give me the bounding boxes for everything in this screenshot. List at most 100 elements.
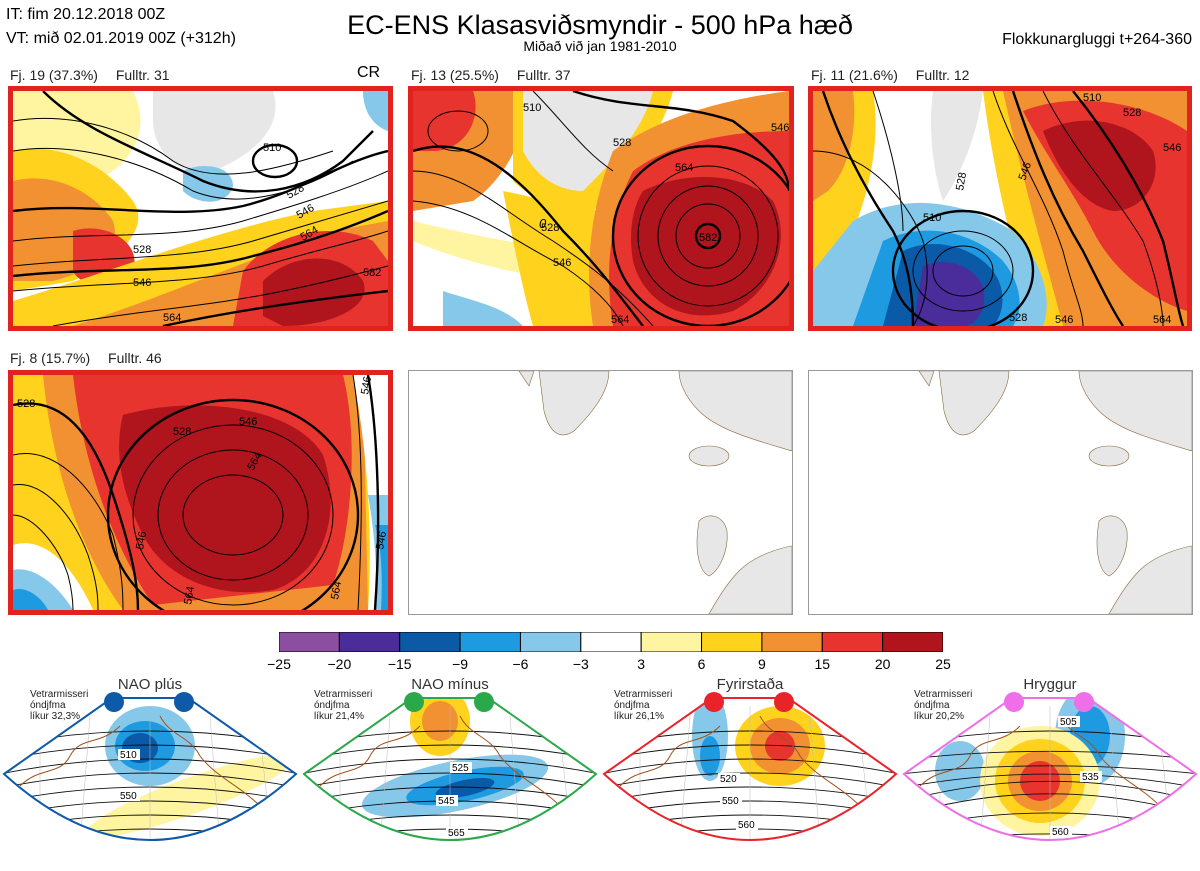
colorbar-tick-label: −20 (327, 656, 352, 672)
cluster-4-repr: Fulltr. 46 (108, 350, 162, 366)
colorbar-tick-label: 9 (758, 656, 766, 672)
svg-text:546: 546 (1017, 161, 1035, 182)
regime-stats: Vetrarmisseri óndjfma líkur 21,4% (314, 689, 372, 722)
regime-prob: líkur 21,4% (314, 711, 365, 722)
cluster-1-label: Fj. 19 (37.3%) Fulltr. 31 (10, 67, 170, 83)
cluster-2-repr: Fulltr. 37 (516, 67, 571, 83)
regime-fan-map: 525 545 565 (302, 692, 598, 841)
regime-name: Hryggur (1023, 676, 1077, 693)
svg-text:528: 528 (613, 137, 631, 149)
colorbar-swatch (338, 631, 401, 653)
svg-text:546: 546 (134, 530, 149, 550)
regime-prob: líkur 32,3% (30, 711, 81, 722)
colorbar-tick-label: 15 (814, 656, 831, 672)
svg-text:546: 546 (771, 122, 789, 134)
svg-text:546: 546 (239, 416, 257, 428)
regime-fan-map: 520 550 560 (602, 692, 898, 841)
colorbar (278, 631, 944, 657)
regime-panel: 525 545 565 NAO mínus Vetrarmisseri óndjfma lí… (300, 676, 600, 871)
regime-fan-border (302, 697, 598, 841)
cluster-4-label: Fj. 8 (15.7%) Fulltr. 46 (10, 350, 162, 366)
cluster-2-name: Fj. 13 (25.5%) (411, 67, 499, 83)
cluster-3-label: Fj. 11 (21.6%) Fulltr. 12 (811, 67, 969, 83)
regime-season: Vetrarmisseri (314, 689, 373, 700)
cluster-4-map: 528 528 546 564 546 564 564 546 546 (8, 370, 393, 615)
regime-marker-dot (1004, 692, 1024, 712)
regime-contour-label: 560 (1052, 827, 1069, 838)
svg-text:546: 546 (1055, 314, 1073, 326)
regime-season: Vetrarmisseri (30, 689, 89, 700)
svg-text:546: 546 (359, 375, 374, 395)
regime-season: Vetrarmisseri (914, 689, 973, 700)
cr-label: CR (357, 64, 381, 81)
colorbar-tick-label: −25 (267, 656, 291, 672)
svg-text:528: 528 (954, 171, 969, 191)
cluster-1-repr: Fulltr. 31 (115, 67, 170, 83)
svg-text:0: 0 (539, 216, 547, 231)
svg-text:546: 546 (133, 277, 151, 289)
svg-text:528: 528 (1123, 107, 1141, 119)
classification-window: Flokkunargluggi t+264-360 (1002, 31, 1192, 48)
regime-contour-label: 510 (120, 750, 137, 761)
regime-stats: Vetrarmisseri óndjfma líkur 32,3% (30, 689, 88, 722)
regime-fan-border (902, 697, 1198, 841)
cluster-3-name: Fj. 11 (21.6%) (811, 67, 898, 83)
svg-text:528: 528 (541, 222, 559, 234)
regime-panel: 520 550 560 Fyrirstaða Vetrarmisseri óndjfma l… (600, 676, 900, 871)
svg-text:510: 510 (1083, 92, 1101, 104)
svg-text:546: 546 (553, 257, 571, 269)
cluster-2-map: 510 528 546 564 528 546 0 564 582 (408, 86, 794, 331)
svg-text:564: 564 (1153, 314, 1171, 326)
cluster-1-name: Fj. 19 (37.3%) (10, 67, 98, 83)
regime-stats: Vetrarmisseri óndjfma líkur 20,2% (914, 689, 972, 722)
colorbar-swatch (278, 631, 340, 653)
regime-marker-dot (104, 692, 124, 712)
colorbar-swatch (399, 631, 461, 653)
svg-text:528: 528 (173, 426, 191, 438)
svg-text:564: 564 (182, 585, 197, 605)
regime-contour-label: 550 (722, 796, 739, 807)
regime-marker-dot (774, 692, 794, 712)
cluster-4-name: Fj. 8 (15.7%) (10, 350, 91, 366)
colorbar-swatches (278, 631, 944, 653)
cluster-3-repr: Fulltr. 12 (915, 67, 970, 83)
regime-contour-label: 535 (1082, 772, 1099, 783)
regime-contour-label: 525 (452, 763, 469, 774)
regime-contour-label: 560 (738, 820, 755, 831)
regime-stat: óndjfma (914, 700, 950, 711)
svg-text:564: 564 (163, 312, 181, 324)
regime-contour-label: 505 (1060, 717, 1077, 728)
svg-text:528: 528 (1009, 312, 1027, 324)
regime-season: Vetrarmisseri (614, 689, 673, 700)
svg-text:546: 546 (374, 530, 388, 550)
svg-text:528: 528 (17, 398, 35, 410)
empty-map-panel-1 (408, 370, 793, 615)
svg-text:510: 510 (523, 102, 541, 114)
colorbar-tick-label: −6 (512, 656, 529, 672)
svg-text:564: 564 (675, 162, 693, 174)
regime-fan-map: 505 535 560 (902, 692, 1198, 841)
colorbar-tick-label: 3 (637, 656, 646, 672)
svg-text:564: 564 (329, 580, 344, 600)
cluster-1-map: 510 528 546 564 528 546 564 582 (8, 86, 393, 331)
regime-panel: 505 535 560 Hryggur Vetrarmisseri óndjfma líku… (900, 676, 1200, 871)
colorbar-swatch (701, 631, 763, 653)
empty-map-panel-2 (808, 370, 1193, 615)
colorbar-swatch (640, 631, 703, 653)
colorbar-tick-label: 25 (935, 656, 951, 672)
cluster-2-label: Fj. 13 (25.5%) Fulltr. 37 (411, 67, 571, 83)
colorbar-tick-label: 20 (874, 656, 891, 672)
colorbar-tick-label: −3 (572, 656, 589, 672)
regime-name: NAO mínus (411, 676, 489, 693)
regime-marker-dot (1074, 692, 1094, 712)
svg-text:528: 528 (133, 244, 151, 256)
svg-text:582: 582 (699, 232, 717, 244)
svg-text:582: 582 (363, 267, 381, 279)
page-subtitle: Miðað við jan 1981-2010 (523, 38, 677, 54)
colorbar-tick-label: −15 (387, 656, 412, 672)
colorbar-swatch (459, 631, 521, 653)
regime-contour-label: 545 (438, 796, 455, 807)
colorbar-tick-label: −9 (452, 656, 469, 672)
regime-fan-border (2, 697, 298, 841)
regime-contour-label: 565 (448, 828, 465, 839)
